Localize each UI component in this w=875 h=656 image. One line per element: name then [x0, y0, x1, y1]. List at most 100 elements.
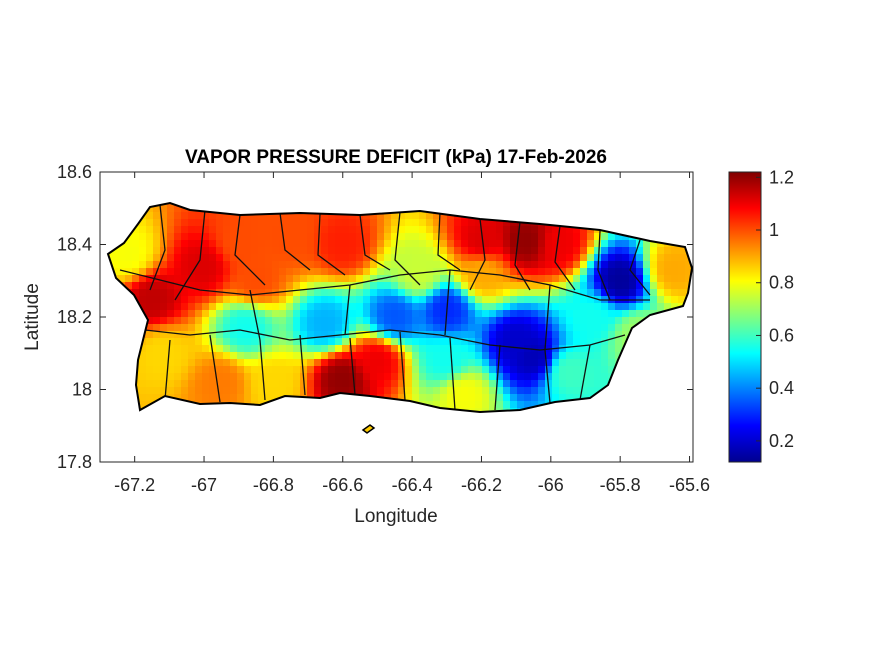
- vpd-cell: [188, 373, 196, 381]
- vpd-cell: [230, 212, 238, 220]
- vpd-cell: [496, 219, 504, 227]
- vpd-cell: [629, 254, 637, 262]
- vpd-cell: [538, 366, 546, 374]
- vpd-cell: [510, 401, 518, 409]
- vpd-cell: [230, 380, 238, 388]
- vpd-cell: [167, 373, 175, 381]
- vpd-cell: [174, 282, 182, 290]
- vpd-cell: [461, 317, 469, 325]
- vpd-cell: [531, 289, 539, 297]
- vpd-cell: [384, 387, 392, 395]
- vpd-cell: [538, 226, 546, 234]
- vpd-cell: [405, 219, 413, 227]
- vpd-cell: [384, 240, 392, 248]
- vpd-cell: [545, 394, 553, 402]
- vpd-cell: [601, 380, 609, 388]
- vpd-cell: [587, 296, 595, 304]
- vpd-cell: [216, 219, 224, 227]
- vpd-cell: [251, 366, 259, 374]
- vpd-cell: [447, 331, 455, 339]
- vpd-cell: [643, 254, 651, 262]
- vpd-cell: [237, 338, 245, 346]
- vpd-cell: [167, 240, 175, 248]
- vpd-cell: [258, 282, 266, 290]
- vpd-cell: [482, 359, 490, 367]
- vpd-cell: [405, 289, 413, 297]
- vpd-cell: [251, 226, 259, 234]
- vpd-cell: [573, 254, 581, 262]
- vpd-cell: [510, 310, 518, 318]
- vpd-cell: [237, 387, 245, 395]
- vpd-cell: [202, 261, 210, 269]
- vpd-cell: [566, 268, 574, 276]
- vpd-cell: [440, 289, 448, 297]
- vpd-cell: [167, 366, 175, 374]
- vpd-cell: [286, 359, 294, 367]
- vpd-cell: [433, 233, 441, 241]
- vpd-cell: [671, 296, 679, 304]
- vpd-cell: [377, 387, 385, 395]
- vpd-cell: [160, 317, 168, 325]
- vpd-cell: [349, 268, 357, 276]
- vpd-cell: [363, 275, 371, 283]
- vpd-cell: [342, 261, 350, 269]
- vpd-cell: [650, 254, 658, 262]
- vpd-cell: [146, 373, 154, 381]
- vpd-cell: [643, 289, 651, 297]
- vpd-cell: [524, 254, 532, 262]
- vpd-cell: [664, 275, 672, 283]
- vpd-cell: [503, 345, 511, 353]
- vpd-cell: [503, 338, 511, 346]
- vpd-cell: [342, 310, 350, 318]
- vpd-cell: [216, 212, 224, 220]
- vpd-cell: [650, 303, 658, 311]
- vpd-cell: [601, 233, 609, 241]
- vpd-cell: [552, 303, 560, 311]
- vpd-cell: [517, 401, 525, 409]
- vpd-cell: [608, 247, 616, 255]
- vpd-cell: [335, 254, 343, 262]
- y-tick-label: 18: [72, 380, 92, 400]
- vpd-cell: [671, 247, 679, 255]
- vpd-cell: [181, 317, 189, 325]
- vpd-cell: [482, 275, 490, 283]
- vpd-cell: [405, 317, 413, 325]
- vpd-cell: [216, 275, 224, 283]
- vpd-cell: [251, 380, 259, 388]
- vpd-cell: [475, 254, 483, 262]
- vpd-cell: [552, 275, 560, 283]
- vpd-cell: [244, 338, 252, 346]
- vpd-cell: [293, 247, 301, 255]
- vpd-cell: [244, 366, 252, 374]
- vpd-cell: [328, 240, 336, 248]
- vpd-cell: [174, 268, 182, 276]
- vpd-cell: [342, 380, 350, 388]
- vpd-cell: [202, 394, 210, 402]
- vpd-cell: [510, 261, 518, 269]
- vpd-cell: [615, 289, 623, 297]
- vpd-cell: [230, 352, 238, 360]
- vpd-cell: [349, 233, 357, 241]
- vpd-cell: [195, 345, 203, 353]
- vpd-cell: [230, 303, 238, 311]
- vpd-cell: [678, 247, 686, 255]
- vpd-cell: [279, 352, 287, 360]
- vpd-cell: [279, 254, 287, 262]
- vpd-cell: [391, 310, 399, 318]
- vpd-cell: [643, 310, 651, 318]
- vpd-cell: [167, 324, 175, 332]
- vpd-cell: [244, 359, 252, 367]
- vpd-cell: [272, 247, 280, 255]
- vpd-cell: [468, 310, 476, 318]
- vpd-cell: [314, 296, 322, 304]
- vpd-cell: [230, 317, 238, 325]
- vpd-cell: [657, 268, 665, 276]
- vpd-cell: [608, 261, 616, 269]
- vpd-cell: [510, 380, 518, 388]
- vpd-cell: [188, 240, 196, 248]
- vpd-cell: [489, 331, 497, 339]
- vpd-cell: [496, 240, 504, 248]
- vpd-cell: [286, 240, 294, 248]
- vpd-cell: [475, 296, 483, 304]
- vpd-cell: [468, 303, 476, 311]
